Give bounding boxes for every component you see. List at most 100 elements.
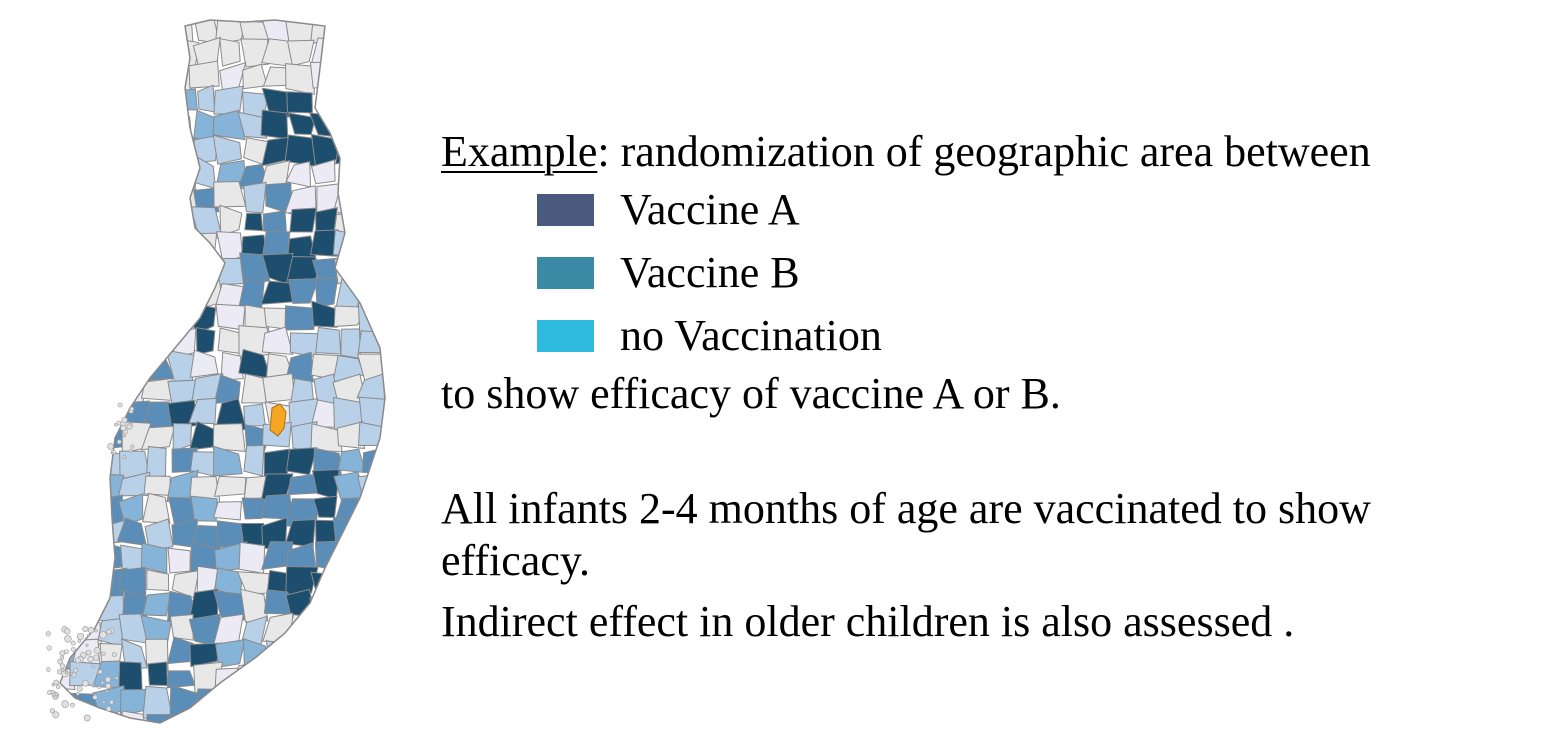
island [110, 451, 114, 455]
municipality-region [260, 109, 289, 140]
municipality-region [145, 229, 173, 260]
municipality-region [382, 20, 385, 39]
island [116, 439, 122, 445]
municipality-region [193, 232, 218, 260]
island [105, 683, 112, 689]
municipality-region [120, 204, 144, 240]
municipality-region [60, 300, 78, 331]
island [83, 714, 91, 722]
municipality-region [60, 470, 78, 501]
municipality-region [117, 280, 149, 311]
island [105, 689, 109, 693]
island [97, 685, 101, 689]
municipality-region [69, 381, 101, 404]
municipality-region [116, 352, 152, 384]
municipality-region [60, 205, 77, 238]
municipality-region [68, 91, 102, 118]
municipality-region [60, 84, 75, 115]
municipality-region [74, 494, 103, 523]
archipelago-islands [45, 402, 135, 722]
purpose-text: to show efficacy of vaccine A or B. [441, 368, 1061, 418]
island [85, 649, 92, 656]
municipality-region [383, 282, 385, 312]
island [51, 683, 56, 687]
island [53, 679, 59, 686]
municipality-region [166, 301, 197, 331]
island [70, 702, 75, 708]
island [76, 692, 80, 696]
municipality-region [98, 328, 119, 354]
municipality-region [60, 375, 80, 406]
municipality-region [262, 717, 289, 723]
municipality-region [75, 282, 100, 306]
island [46, 667, 51, 672]
municipality-region [116, 324, 151, 356]
municipality-region [119, 303, 147, 334]
municipality-region [219, 38, 241, 67]
municipality-region [359, 65, 385, 90]
municipality-region [387, 402, 400, 431]
island [97, 669, 103, 675]
island [74, 657, 81, 664]
municipality-region [311, 300, 342, 328]
municipality-region [118, 64, 146, 89]
island [49, 708, 56, 714]
municipality-region [141, 20, 170, 47]
island [64, 635, 72, 643]
municipality-region [362, 664, 385, 693]
municipality-region [68, 302, 101, 332]
island [130, 444, 135, 449]
island [116, 420, 121, 426]
municipality-region [357, 45, 385, 66]
municipality-region [117, 90, 148, 116]
municipality-region [166, 260, 200, 282]
municipality-region [70, 712, 99, 723]
municipality-region [357, 137, 385, 167]
municipality-region [92, 374, 126, 406]
municipality-region [380, 544, 385, 573]
municipality-region [286, 91, 313, 114]
municipality-region [237, 111, 268, 139]
municipality-region [94, 210, 121, 239]
municipality-region [141, 208, 172, 237]
island [61, 700, 69, 708]
country-outline [59, 19, 386, 724]
municipality-region [310, 571, 344, 598]
municipality-region [143, 277, 175, 306]
municipality-region [261, 326, 294, 355]
municipality-region [332, 39, 361, 69]
municipality-region [382, 473, 385, 502]
infants-text-line2: efficacy. [441, 536, 590, 586]
municipality-region [357, 300, 385, 336]
island [109, 699, 114, 705]
island [70, 640, 76, 646]
municipality-region [381, 420, 385, 455]
island [105, 706, 112, 712]
municipality-region [310, 616, 342, 648]
description-panel: Example: randomization of geographic are… [441, 126, 1531, 649]
municipality-region [142, 182, 175, 211]
municipality-region [71, 400, 100, 427]
municipality-region [140, 137, 169, 168]
municipality-region [69, 516, 96, 548]
municipality-region [98, 61, 122, 95]
island [87, 626, 95, 634]
island [123, 434, 126, 438]
municipality-region [172, 423, 193, 452]
municipality-region [286, 39, 315, 67]
municipality-region [60, 109, 77, 140]
municipality-region [339, 90, 366, 118]
municipality-region [116, 183, 152, 209]
island [86, 634, 90, 637]
municipality-region [332, 516, 367, 550]
municipality-region [94, 138, 122, 163]
municipality-region [357, 473, 385, 501]
municipality-region [244, 212, 264, 232]
municipality-region [239, 708, 271, 723]
municipality-region [95, 36, 124, 67]
municipality-region [118, 20, 148, 43]
municipality-region [358, 614, 385, 643]
island [94, 629, 98, 633]
island [76, 685, 83, 692]
municipality-region [266, 689, 291, 720]
